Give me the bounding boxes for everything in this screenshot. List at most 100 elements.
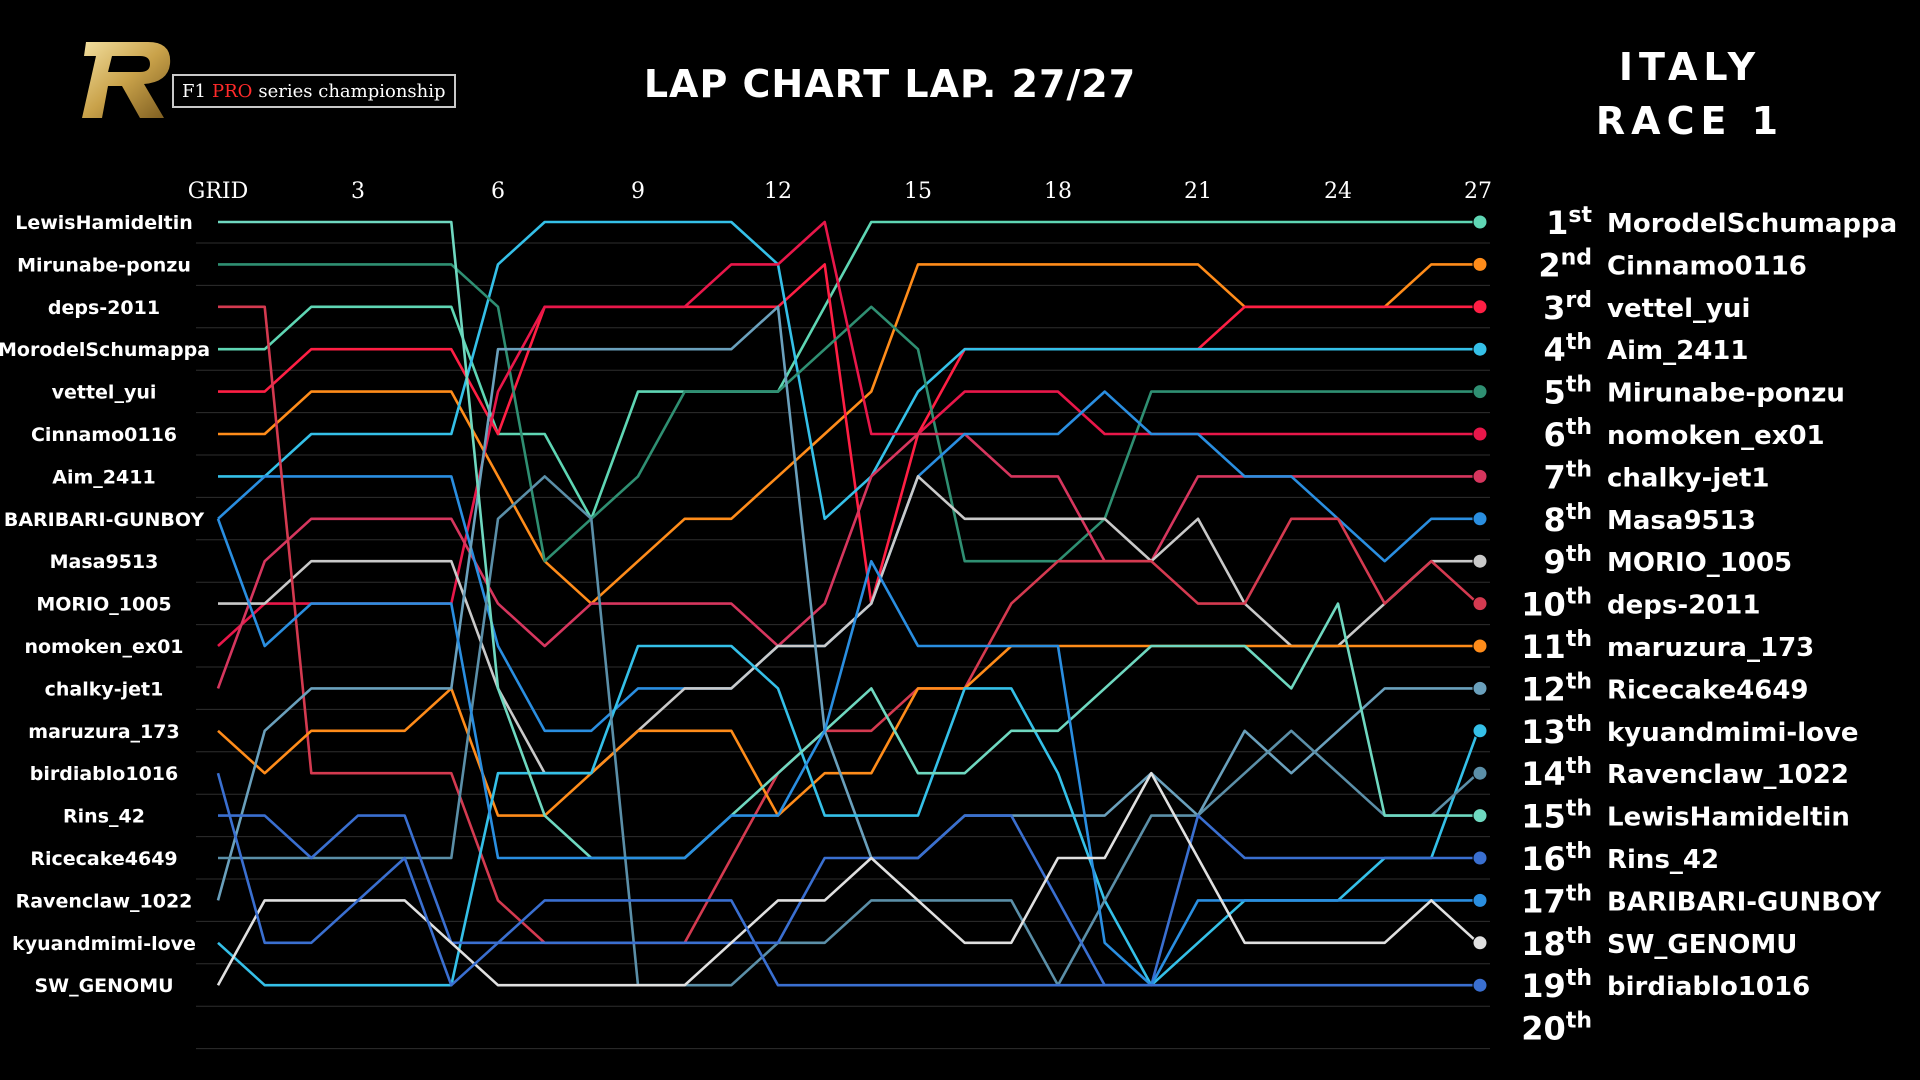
grid-driver-label: Masa9513 [50,551,159,573]
finish-marker [1472,680,1488,696]
series-name-box: F1 PRO series championship [172,74,456,108]
final-driver-label: BARIBARI-GUNBOY [1607,887,1882,917]
finish-marker [1472,638,1488,654]
final-driver-label: deps-2011 [1607,591,1761,621]
final-driver-label: birdiablo1016 [1607,972,1810,1002]
final-driver-label: maruzura_173 [1607,633,1814,663]
final-driver-label: Rins_42 [1607,845,1719,875]
final-driver-label: MORIO_1005 [1607,548,1792,578]
grid-driver-label: MORIO_1005 [36,594,171,616]
series-line [218,475,1478,775]
finish-markers [1472,214,1488,993]
series-line [218,263,1478,605]
x-tick-label: 24 [1324,179,1352,204]
x-tick-label: 21 [1184,179,1212,204]
final-driver-label: nomoken_ex01 [1607,421,1825,451]
final-driver-label: SW_GENOMU [1607,930,1797,960]
series-line [217,644,1478,817]
finish-marker [1472,977,1488,993]
series-line [218,220,1478,521]
grid-driver-label: birdiablo1016 [30,763,178,785]
final-driver-label: LewisHamideltin [1607,803,1850,833]
position-label: 15th [1521,797,1592,836]
series-line [218,814,1478,987]
position-label: 3rd [1543,288,1592,327]
position-label: 18th [1521,924,1592,963]
grid-driver-label: BARIBARI-GUNBOY [4,509,205,531]
position-lines [216,220,1480,987]
finish-marker [1472,553,1488,569]
position-label: 2nd [1538,245,1592,284]
x-tick-label: GRID [188,179,248,204]
grid-driver-label: vettel_yui [52,382,157,404]
x-tick-label: 6 [491,179,505,204]
grid-driver-label: chalky-jet1 [45,678,164,700]
finish-marker [1472,596,1488,612]
position-label: 14th [1521,754,1592,793]
grid-driver-label: SW_GENOMU [34,975,173,997]
grid-driver-label: kyuandmimi-love [12,933,196,955]
series-line [218,220,1478,860]
x-tick-label: 15 [904,179,932,204]
grid-driver-label: Rins_42 [63,806,145,828]
grid-driver-label: nomoken_ex01 [24,636,183,658]
final-driver-label: Cinnamo0116 [1607,251,1807,281]
position-label: 19th [1521,966,1592,1005]
position-label: 1st [1546,203,1592,242]
finish-marker [1472,384,1488,400]
finish-marker [1472,765,1488,781]
series-logo: F1 PRO series championship [78,36,478,126]
final-driver-label: Ricecake4649 [1607,675,1809,705]
grid-driver-label: Aim_2411 [52,466,155,488]
race-info: ITALY RACE 1 [1560,40,1820,148]
grid-driver-label: maruzura_173 [28,721,179,743]
position-label: 16th [1521,839,1592,878]
x-tick-labels: GRID 3 6 9 12 15 18 21 24 27 [188,179,1492,204]
final-driver-label: Aim_2411 [1607,336,1749,366]
grid-driver-label: Cinnamo0116 [31,424,177,446]
series-line [216,518,1478,987]
finish-marker [1472,214,1488,230]
final-driver-label: vettel_yui [1607,294,1750,324]
final-driver-label: MorodelSchumappa [1607,209,1897,239]
series-line [216,772,1478,987]
position-label: 8th [1544,500,1592,539]
series-pro: PRO [211,80,253,102]
final-driver-label: Mirunabe-ponzu [1607,379,1845,409]
grid-driver-label: Mirunabe-ponzu [17,254,191,276]
grid-driver-label: MorodelSchumappa [0,339,210,361]
final-driver-label: chalky-jet1 [1607,463,1769,493]
finish-marker [1472,256,1488,272]
position-label: 17th [1521,881,1592,920]
series-prefix: F1 [182,80,206,102]
grid-driver-label: LewisHamideltin [15,212,193,234]
finish-marker [1472,808,1488,824]
position-label: 13th [1521,712,1592,751]
logo-r-mark [82,42,171,118]
position-label: 5th [1544,373,1592,412]
race-name: RACE 1 [1595,99,1785,143]
x-tick-label: 9 [631,179,645,204]
finish-marker [1472,935,1488,951]
finish-marker [1472,850,1488,866]
finish-marker [1472,892,1488,908]
grid-driver-label: deps-2011 [48,297,160,319]
finish-marker [1472,723,1488,739]
position-label: 12th [1521,669,1592,708]
position-label: 7th [1544,457,1592,496]
series-line [218,305,1479,945]
x-tick-label: 12 [764,179,792,204]
grid-driver-labels: LewisHamideltin Mirunabe-ponzu deps-2011 Mo… [0,212,210,997]
grid-driver-label: Ricecake4649 [30,848,177,870]
position-label: 9th [1544,542,1592,581]
series-line [218,475,1479,987]
series-line [217,644,1480,987]
series-suffix: series championship [258,80,446,102]
final-driver-label: kyuandmimi-love [1607,718,1859,748]
finish-marker [1472,299,1488,315]
position-label: 6th [1544,415,1592,454]
chart-title: LAP CHART LAP. 27/27 [643,62,1137,106]
